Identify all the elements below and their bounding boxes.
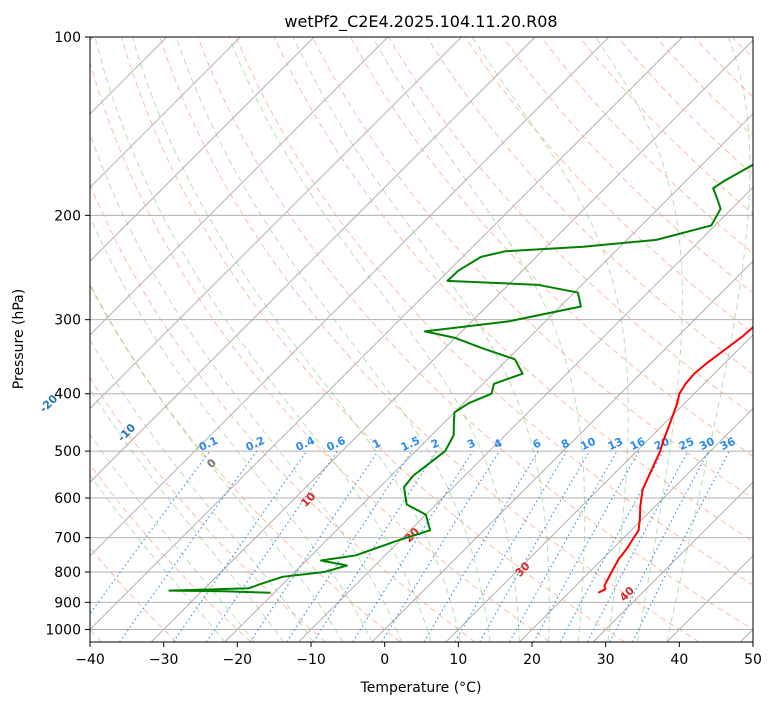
isotherm-gridline xyxy=(90,37,462,410)
y-tick-label: 200 xyxy=(54,208,81,224)
x-tick-label: 30 xyxy=(597,652,615,668)
dry-adiabat xyxy=(121,37,625,642)
y-axis-title: Pressure (hPa) xyxy=(11,289,27,389)
mixing-ratio-line xyxy=(313,450,438,642)
dry-adiabat xyxy=(617,37,753,176)
mixing-ratio-line xyxy=(205,450,338,642)
y-tick-label: 400 xyxy=(54,387,81,403)
dry-adiabat xyxy=(159,37,700,642)
dry-adiabat xyxy=(311,37,753,500)
x-tick-label: −10 xyxy=(296,652,326,668)
mixing-ratio-line xyxy=(454,450,568,642)
isotherm-gridline xyxy=(592,481,753,642)
mixing-ratio-label: 16 xyxy=(628,435,648,453)
moist-adiabat xyxy=(666,37,751,642)
isotherm-gridline xyxy=(90,37,536,483)
moist-adiabat xyxy=(90,433,255,642)
moist-adiabat xyxy=(131,37,461,642)
chart-title: wetPf2_C2E4.2025.104.11.20.R08 xyxy=(284,12,557,32)
x-axis-title: Temperature (°C) xyxy=(360,680,482,696)
isotherm-gridline xyxy=(90,37,389,336)
mixing-ratio-line xyxy=(381,450,500,642)
mixing-ratio-label: 36 xyxy=(718,435,738,453)
x-tick-label: −30 xyxy=(149,652,179,668)
mixing-ratio-line xyxy=(119,450,258,642)
dry-adiabat xyxy=(579,37,753,215)
x-tick-label: 20 xyxy=(523,652,541,668)
x-tick-label: 40 xyxy=(670,652,688,668)
isotherm-gridline xyxy=(90,37,241,189)
y-tick-label: 1000 xyxy=(45,622,81,638)
isotherm-gridline xyxy=(150,39,753,642)
moist-adiabat xyxy=(90,132,403,642)
mixing-ratio-label: 10 xyxy=(578,435,598,453)
mixing-ratio-line xyxy=(172,450,308,642)
moist-adiabat xyxy=(90,282,344,642)
temperature-profile-line xyxy=(597,325,753,594)
mixing-ratio-label: 25 xyxy=(677,435,696,453)
moist-adiabat xyxy=(94,37,432,642)
dry-adiabat xyxy=(197,37,753,631)
plot-background xyxy=(90,37,753,642)
moist-adiabat xyxy=(372,37,586,642)
moist-adiabat xyxy=(228,37,520,642)
mixing-ratio-line xyxy=(423,450,539,642)
y-tick-label: 500 xyxy=(54,444,81,460)
dry-adiabat xyxy=(90,60,551,642)
mixing-ratio-line xyxy=(286,450,413,642)
x-tick-label: 50 xyxy=(744,652,762,668)
mixing-ratio-line xyxy=(586,450,689,642)
y-tick-label: 800 xyxy=(54,565,81,581)
x-tick-label: −40 xyxy=(75,652,105,668)
x-tick-label: 10 xyxy=(449,652,467,668)
moist-adiabat xyxy=(471,37,629,642)
dry-adiabat xyxy=(90,463,252,642)
x-tick-label: 0 xyxy=(380,652,389,668)
y-tick-label: 600 xyxy=(54,491,81,507)
dry-adiabat xyxy=(770,37,775,642)
x-tick-label: −20 xyxy=(223,652,253,668)
moist-adiabat xyxy=(175,37,491,642)
moist-adiabat xyxy=(595,37,683,642)
dry-adiabat xyxy=(235,37,753,586)
mixing-ratio-line xyxy=(249,450,379,642)
isotherm-gridline xyxy=(90,37,610,557)
moist-adiabat xyxy=(292,37,550,642)
isotherm-gridline xyxy=(90,37,315,262)
y-tick-label: 300 xyxy=(54,313,81,329)
moist-adiabat xyxy=(90,215,373,642)
mixing-ratio-line xyxy=(352,450,474,642)
moist-adiabat xyxy=(90,474,226,642)
dry-adiabat xyxy=(502,37,753,294)
y-tick-label: 100 xyxy=(54,30,81,46)
mixing-ratio-label: 30 xyxy=(697,435,717,453)
isotherm-gridline xyxy=(224,113,753,642)
plot-frame xyxy=(89,36,754,643)
y-tick-label: 700 xyxy=(54,531,81,547)
dry-adiabat xyxy=(388,37,753,416)
dry-adiabat xyxy=(464,37,753,334)
dry-adiabat xyxy=(350,37,753,457)
isotherm-gridline xyxy=(371,260,753,642)
y-tick-label: 900 xyxy=(54,595,81,611)
isotherm-gridline xyxy=(90,37,683,631)
mixing-ratio-label: 13 xyxy=(606,435,625,453)
mixing-ratio-line xyxy=(559,450,664,642)
dewpoint-profile-line xyxy=(168,163,753,594)
